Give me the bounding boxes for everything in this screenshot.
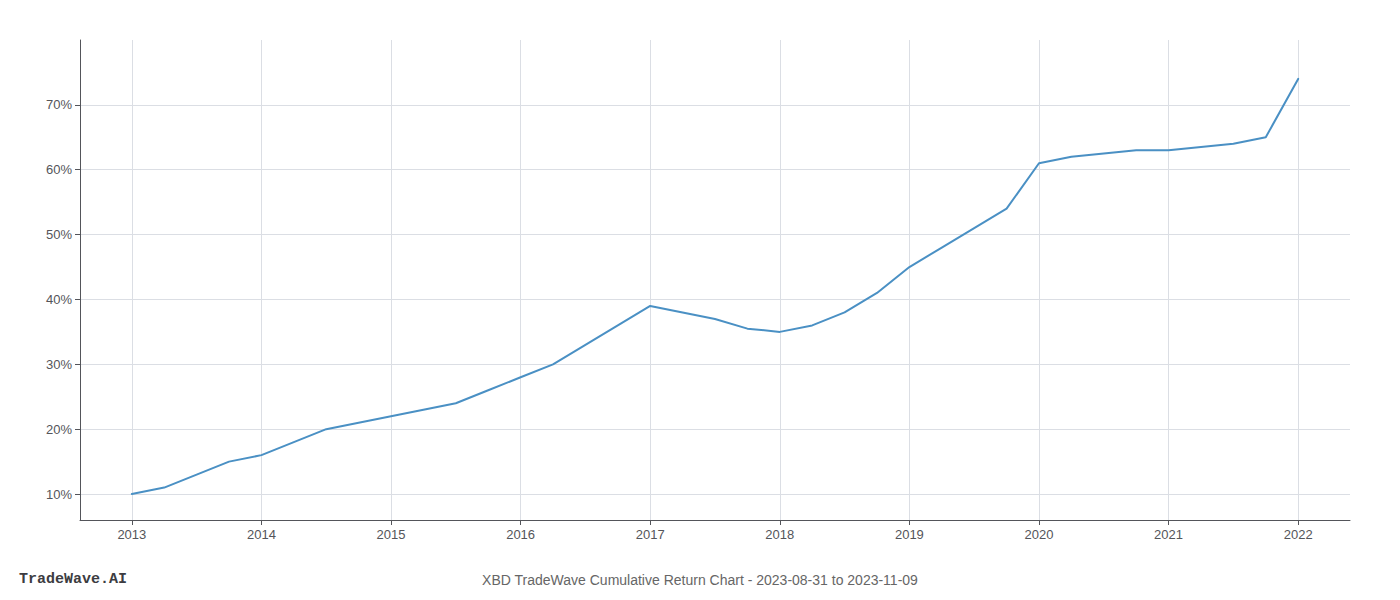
svg-text:30%: 30% bbox=[46, 357, 72, 372]
svg-text:2018: 2018 bbox=[765, 527, 794, 542]
svg-text:2014: 2014 bbox=[247, 527, 276, 542]
svg-text:50%: 50% bbox=[46, 227, 72, 242]
svg-text:2015: 2015 bbox=[377, 527, 406, 542]
svg-text:2016: 2016 bbox=[506, 527, 535, 542]
svg-text:60%: 60% bbox=[46, 162, 72, 177]
svg-text:2021: 2021 bbox=[1154, 527, 1183, 542]
svg-text:40%: 40% bbox=[46, 292, 72, 307]
svg-text:XBD TradeWave Cumulative Retur: XBD TradeWave Cumulative Return Chart - … bbox=[482, 572, 918, 588]
svg-text:2017: 2017 bbox=[636, 527, 665, 542]
svg-text:2013: 2013 bbox=[117, 527, 146, 542]
svg-text:70%: 70% bbox=[46, 97, 72, 112]
svg-text:TradeWave.AI: TradeWave.AI bbox=[19, 571, 127, 588]
svg-text:20%: 20% bbox=[46, 422, 72, 437]
svg-text:2020: 2020 bbox=[1025, 527, 1054, 542]
svg-text:2022: 2022 bbox=[1284, 527, 1313, 542]
svg-text:2019: 2019 bbox=[895, 527, 924, 542]
svg-text:10%: 10% bbox=[46, 487, 72, 502]
